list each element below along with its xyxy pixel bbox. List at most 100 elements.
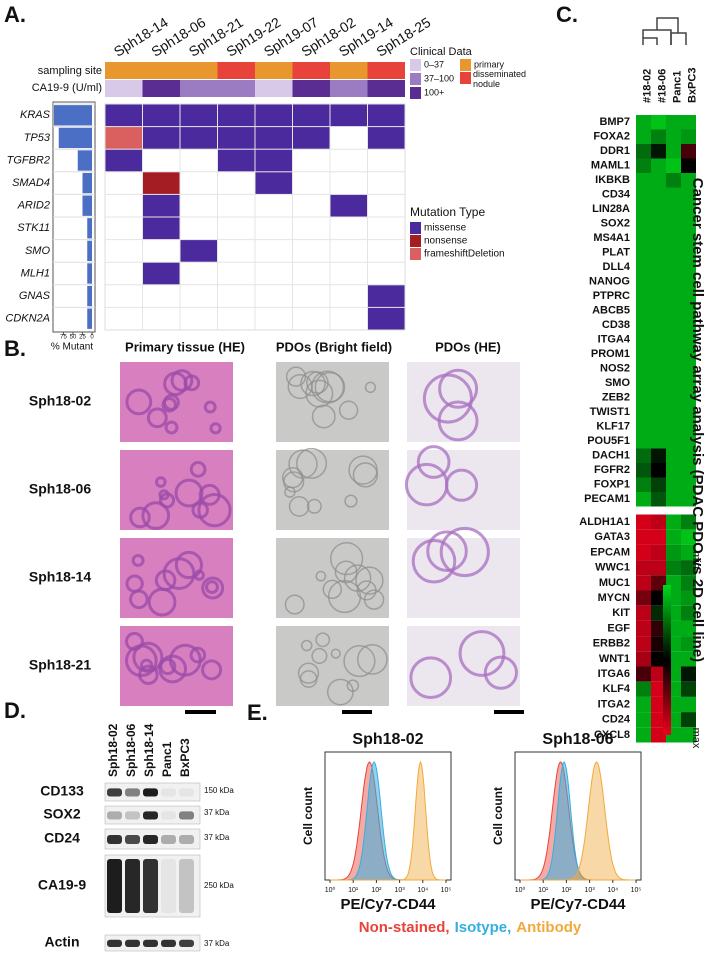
micrograph-detail bbox=[338, 400, 359, 420]
mutation-cell bbox=[105, 127, 142, 149]
sampling-site-cell bbox=[367, 62, 405, 79]
dendrogram bbox=[670, 32, 687, 45]
mutation-cell bbox=[180, 127, 217, 149]
blot-band bbox=[125, 835, 140, 844]
x-tick-label: 10³ bbox=[585, 887, 596, 894]
heatmap-cell bbox=[651, 492, 666, 507]
heatmap-cell bbox=[666, 463, 681, 478]
x-tick-label: 10⁵ bbox=[441, 887, 452, 894]
gene-label: SMO bbox=[25, 245, 51, 257]
gene-label: GNAS bbox=[19, 290, 51, 302]
heatmap-cell bbox=[636, 144, 651, 159]
mutation-cell bbox=[143, 104, 180, 127]
heatmap-cell bbox=[636, 514, 651, 530]
heatmap-cell bbox=[681, 144, 696, 159]
heatmap-cell bbox=[681, 605, 696, 621]
protein-label: CD133 bbox=[40, 783, 84, 799]
lane-label: BxPC3 bbox=[178, 738, 192, 777]
chart-title: Cancer stem cell pathway array analysis … bbox=[689, 178, 706, 662]
heatmap-cell bbox=[651, 560, 666, 576]
blot-band bbox=[179, 859, 194, 913]
heatmap-cell bbox=[636, 712, 651, 728]
ca19-9-cell bbox=[142, 80, 180, 97]
gene-label: KRAS bbox=[20, 109, 51, 121]
micrograph-detail bbox=[483, 655, 518, 690]
clinical-row-label: CA19-9 (U/ml) bbox=[32, 82, 102, 94]
heatmap-cell bbox=[681, 712, 696, 728]
dendrogram bbox=[643, 37, 658, 45]
heatmap-cell bbox=[666, 405, 681, 420]
heatmap-cell bbox=[651, 529, 666, 545]
heatmap-cell bbox=[666, 448, 681, 463]
legend-swatch bbox=[410, 59, 421, 71]
micrograph-detail bbox=[287, 373, 313, 400]
ca19-9-cell bbox=[367, 80, 405, 97]
mutation-cell bbox=[255, 127, 292, 149]
mutation-cell bbox=[330, 104, 367, 127]
micrograph-detail bbox=[141, 501, 171, 530]
heatmap-cell bbox=[666, 202, 681, 217]
heatmap-cell bbox=[651, 405, 666, 420]
heatmap-cell bbox=[681, 202, 696, 217]
gene-label: SOX2 bbox=[601, 218, 630, 230]
micrograph bbox=[407, 538, 520, 618]
heatmap-cell bbox=[651, 696, 666, 713]
gene-label: NOS2 bbox=[600, 363, 630, 375]
percent-bar bbox=[54, 105, 92, 126]
ca19-9-cell bbox=[292, 80, 330, 97]
gene-label: ERBB2 bbox=[593, 638, 630, 650]
legend: Non-stained, Isotype, Antibody bbox=[359, 919, 582, 936]
heatmap-cell bbox=[666, 332, 681, 347]
histogram bbox=[520, 761, 636, 881]
heatmap-cell bbox=[651, 173, 666, 188]
micrograph-detail bbox=[198, 483, 221, 506]
heatmap-cell bbox=[651, 605, 666, 621]
micrograph-detail bbox=[300, 370, 326, 397]
gene-label: MS4A1 bbox=[593, 232, 630, 244]
micrograph-detail bbox=[426, 530, 468, 572]
mutation-cell bbox=[143, 172, 180, 194]
legend-label: 0–37 bbox=[424, 59, 444, 69]
micrograph-detail bbox=[326, 678, 354, 706]
heatmap-cell bbox=[651, 590, 666, 606]
heatmap-cell bbox=[636, 448, 651, 463]
heatmap-cell bbox=[651, 303, 666, 318]
heatmap-cell bbox=[666, 289, 681, 304]
plot-title: Sph18-06 bbox=[542, 731, 613, 748]
micrograph-detail bbox=[311, 404, 336, 429]
mutation-cell bbox=[218, 149, 255, 172]
mutation-cell bbox=[255, 104, 292, 127]
gene-label: NANOG bbox=[589, 276, 630, 288]
column-header: PDOs (HE) bbox=[435, 339, 501, 354]
heatmap-cell bbox=[681, 303, 696, 318]
micrograph-detail bbox=[355, 566, 384, 595]
heatmap-cell bbox=[666, 492, 681, 507]
gene-label: KLF4 bbox=[603, 683, 631, 695]
column-label: BxPC3 bbox=[686, 68, 698, 103]
gene-label: ARID2 bbox=[17, 200, 50, 212]
gene-label: DACH1 bbox=[592, 450, 630, 462]
micrograph-detail bbox=[158, 654, 188, 684]
legend-label: missense bbox=[424, 223, 467, 234]
heatmap-cell bbox=[681, 187, 696, 202]
heatmap-cell bbox=[651, 666, 666, 682]
gene-label: PECAM1 bbox=[584, 493, 630, 505]
micrograph-detail bbox=[203, 400, 217, 414]
mutation-cell bbox=[143, 217, 180, 240]
marker-label: 37 kDa bbox=[204, 808, 230, 817]
heatmap-cell bbox=[681, 115, 696, 130]
micrograph-detail bbox=[125, 574, 144, 593]
micrograph-detail bbox=[124, 631, 144, 651]
heatmap-cell bbox=[681, 448, 696, 463]
heatmap-cell bbox=[681, 405, 696, 420]
heatmap-cell bbox=[666, 144, 681, 159]
micrograph-detail bbox=[343, 644, 376, 678]
heatmap-cell bbox=[651, 514, 666, 530]
heatmap-cell bbox=[651, 463, 666, 478]
heatmap-cell bbox=[681, 727, 696, 743]
percent-bar bbox=[82, 195, 92, 216]
micrograph-detail bbox=[170, 369, 194, 392]
heatmap-cell bbox=[636, 605, 651, 621]
heatmap-cell bbox=[651, 434, 666, 449]
heatmap-cell bbox=[636, 318, 651, 333]
